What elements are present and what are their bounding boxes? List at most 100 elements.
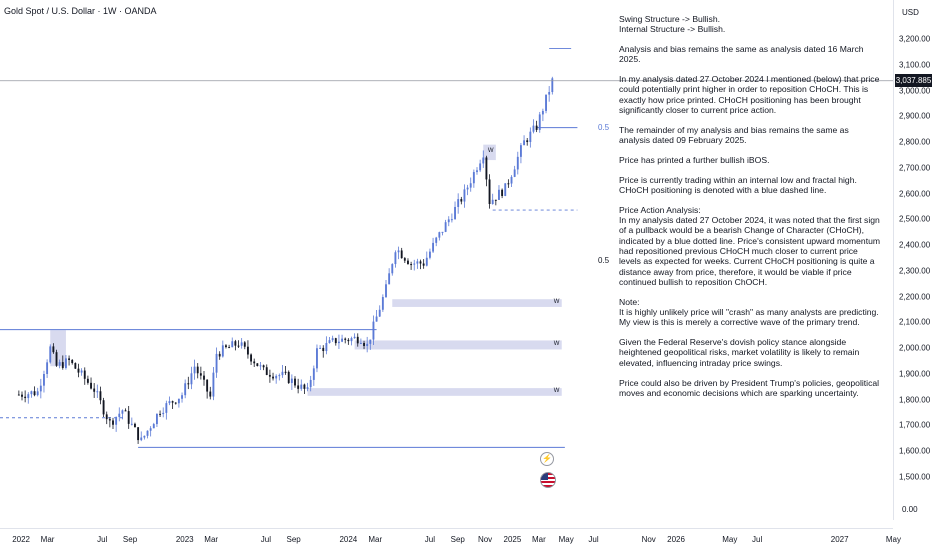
candle-body [463,189,466,202]
candle-body [498,189,500,200]
candle-body [541,110,544,115]
candle-body [181,395,183,399]
price-tick: 1,600.00 [899,446,931,456]
candle-body [105,414,108,420]
candle-body [378,309,381,317]
fib-level-upper: 0.5 [598,122,610,132]
time-tick: Mar [40,535,55,544]
analysis-paragraph: Price could also be driven by President … [619,377,880,398]
time-tick: 2024 [339,535,358,544]
candle-body [551,78,554,93]
candle-body [491,199,494,204]
candle-body [316,348,318,369]
candle-body [356,336,359,344]
analysis-paragraph: Price is currently trading within an int… [619,174,857,196]
candle-body [366,343,369,346]
candle-body [134,423,136,428]
time-tick: Mar [368,535,383,544]
candle-body [397,250,400,253]
price-tick: 3,100.00 [899,60,931,70]
candle-body [294,378,296,386]
candle-body [444,222,447,232]
candle-body [17,394,20,396]
candle-body [265,367,268,375]
candle-body [328,340,331,343]
candle-body [300,384,303,389]
analysis-paragraph: Price has printed a further bullish iBOS… [619,154,770,165]
us-flag-icon[interactable] [540,472,556,488]
zones-layer [50,144,562,396]
candle-body [250,354,253,362]
candle-body [108,419,111,421]
demand-zone [307,388,562,396]
candle-body [297,385,300,389]
candle-body [322,347,325,352]
candle-body [209,391,212,397]
zone-label: W [553,299,560,306]
candle-body [253,361,256,364]
time-tick: 2027 [830,535,849,544]
price-tick: 2,800.00 [899,137,931,147]
candle-body [137,427,140,441]
candle-body [43,373,45,386]
lightning-icon[interactable]: ⚡ [540,452,554,466]
candle-body [212,372,215,397]
candle-body [372,321,375,340]
candle-body [454,206,456,220]
candle-body [187,383,190,385]
price-tick: 2,700.00 [899,163,931,173]
candle-body [504,183,507,196]
candle-body [64,358,67,368]
candle-body [102,400,105,415]
candle-body [130,423,133,425]
candle-body [425,257,428,266]
candle-body [441,231,444,233]
time-tick: May [558,535,574,544]
time-tick: Mar [531,535,546,544]
candle-body [55,352,58,366]
analysis-paragraph: Note: It is highly unlikely price will "… [619,296,879,328]
candle-body [184,383,187,396]
zone-label: W [553,340,560,347]
candle-body [246,346,249,355]
candle-body [548,92,551,95]
analysis-text: Swing Structure -> Bullish. Internal Str… [619,14,881,408]
candle-body [96,391,99,393]
candle-body [353,336,356,339]
price-tick: 2,100.00 [899,317,931,327]
candle-body [479,163,482,171]
candle-body [545,94,547,111]
candle-body [171,401,174,403]
candle-body [494,199,497,201]
candle-body [118,413,121,418]
candle-body [234,341,237,346]
candle-body [27,394,30,399]
price-chart[interactable] [0,0,893,528]
candle-body [488,179,491,204]
candle-body [237,345,240,347]
analysis-paragraph: Given the Federal Reserve's dovish polic… [619,337,860,368]
candle-body [46,362,49,374]
demand-zone [354,340,562,350]
candle-body [196,366,199,374]
candle-body [435,237,438,243]
price-tick: 2,000.00 [899,343,931,353]
candle-body [52,346,55,353]
candle-body [325,342,328,352]
zone-label-small: W [487,148,494,155]
candles-layer [17,76,554,444]
candle-body [199,373,202,376]
time-axis[interactable] [0,528,893,551]
last-price-badge: 3,037.885 [895,74,932,87]
candle-body [177,398,180,404]
candle-body [501,189,504,196]
candle-body [203,375,205,380]
currency-label[interactable]: USD [902,8,919,17]
candle-body [381,297,384,310]
fib-level-lower: 0.5 [598,256,610,266]
price-tick: 1,700.00 [899,420,931,430]
candle-body [168,401,171,404]
candle-body [228,347,231,349]
time-tick: Jul [588,535,599,544]
price-axis-zero: 0.00 [902,505,918,514]
